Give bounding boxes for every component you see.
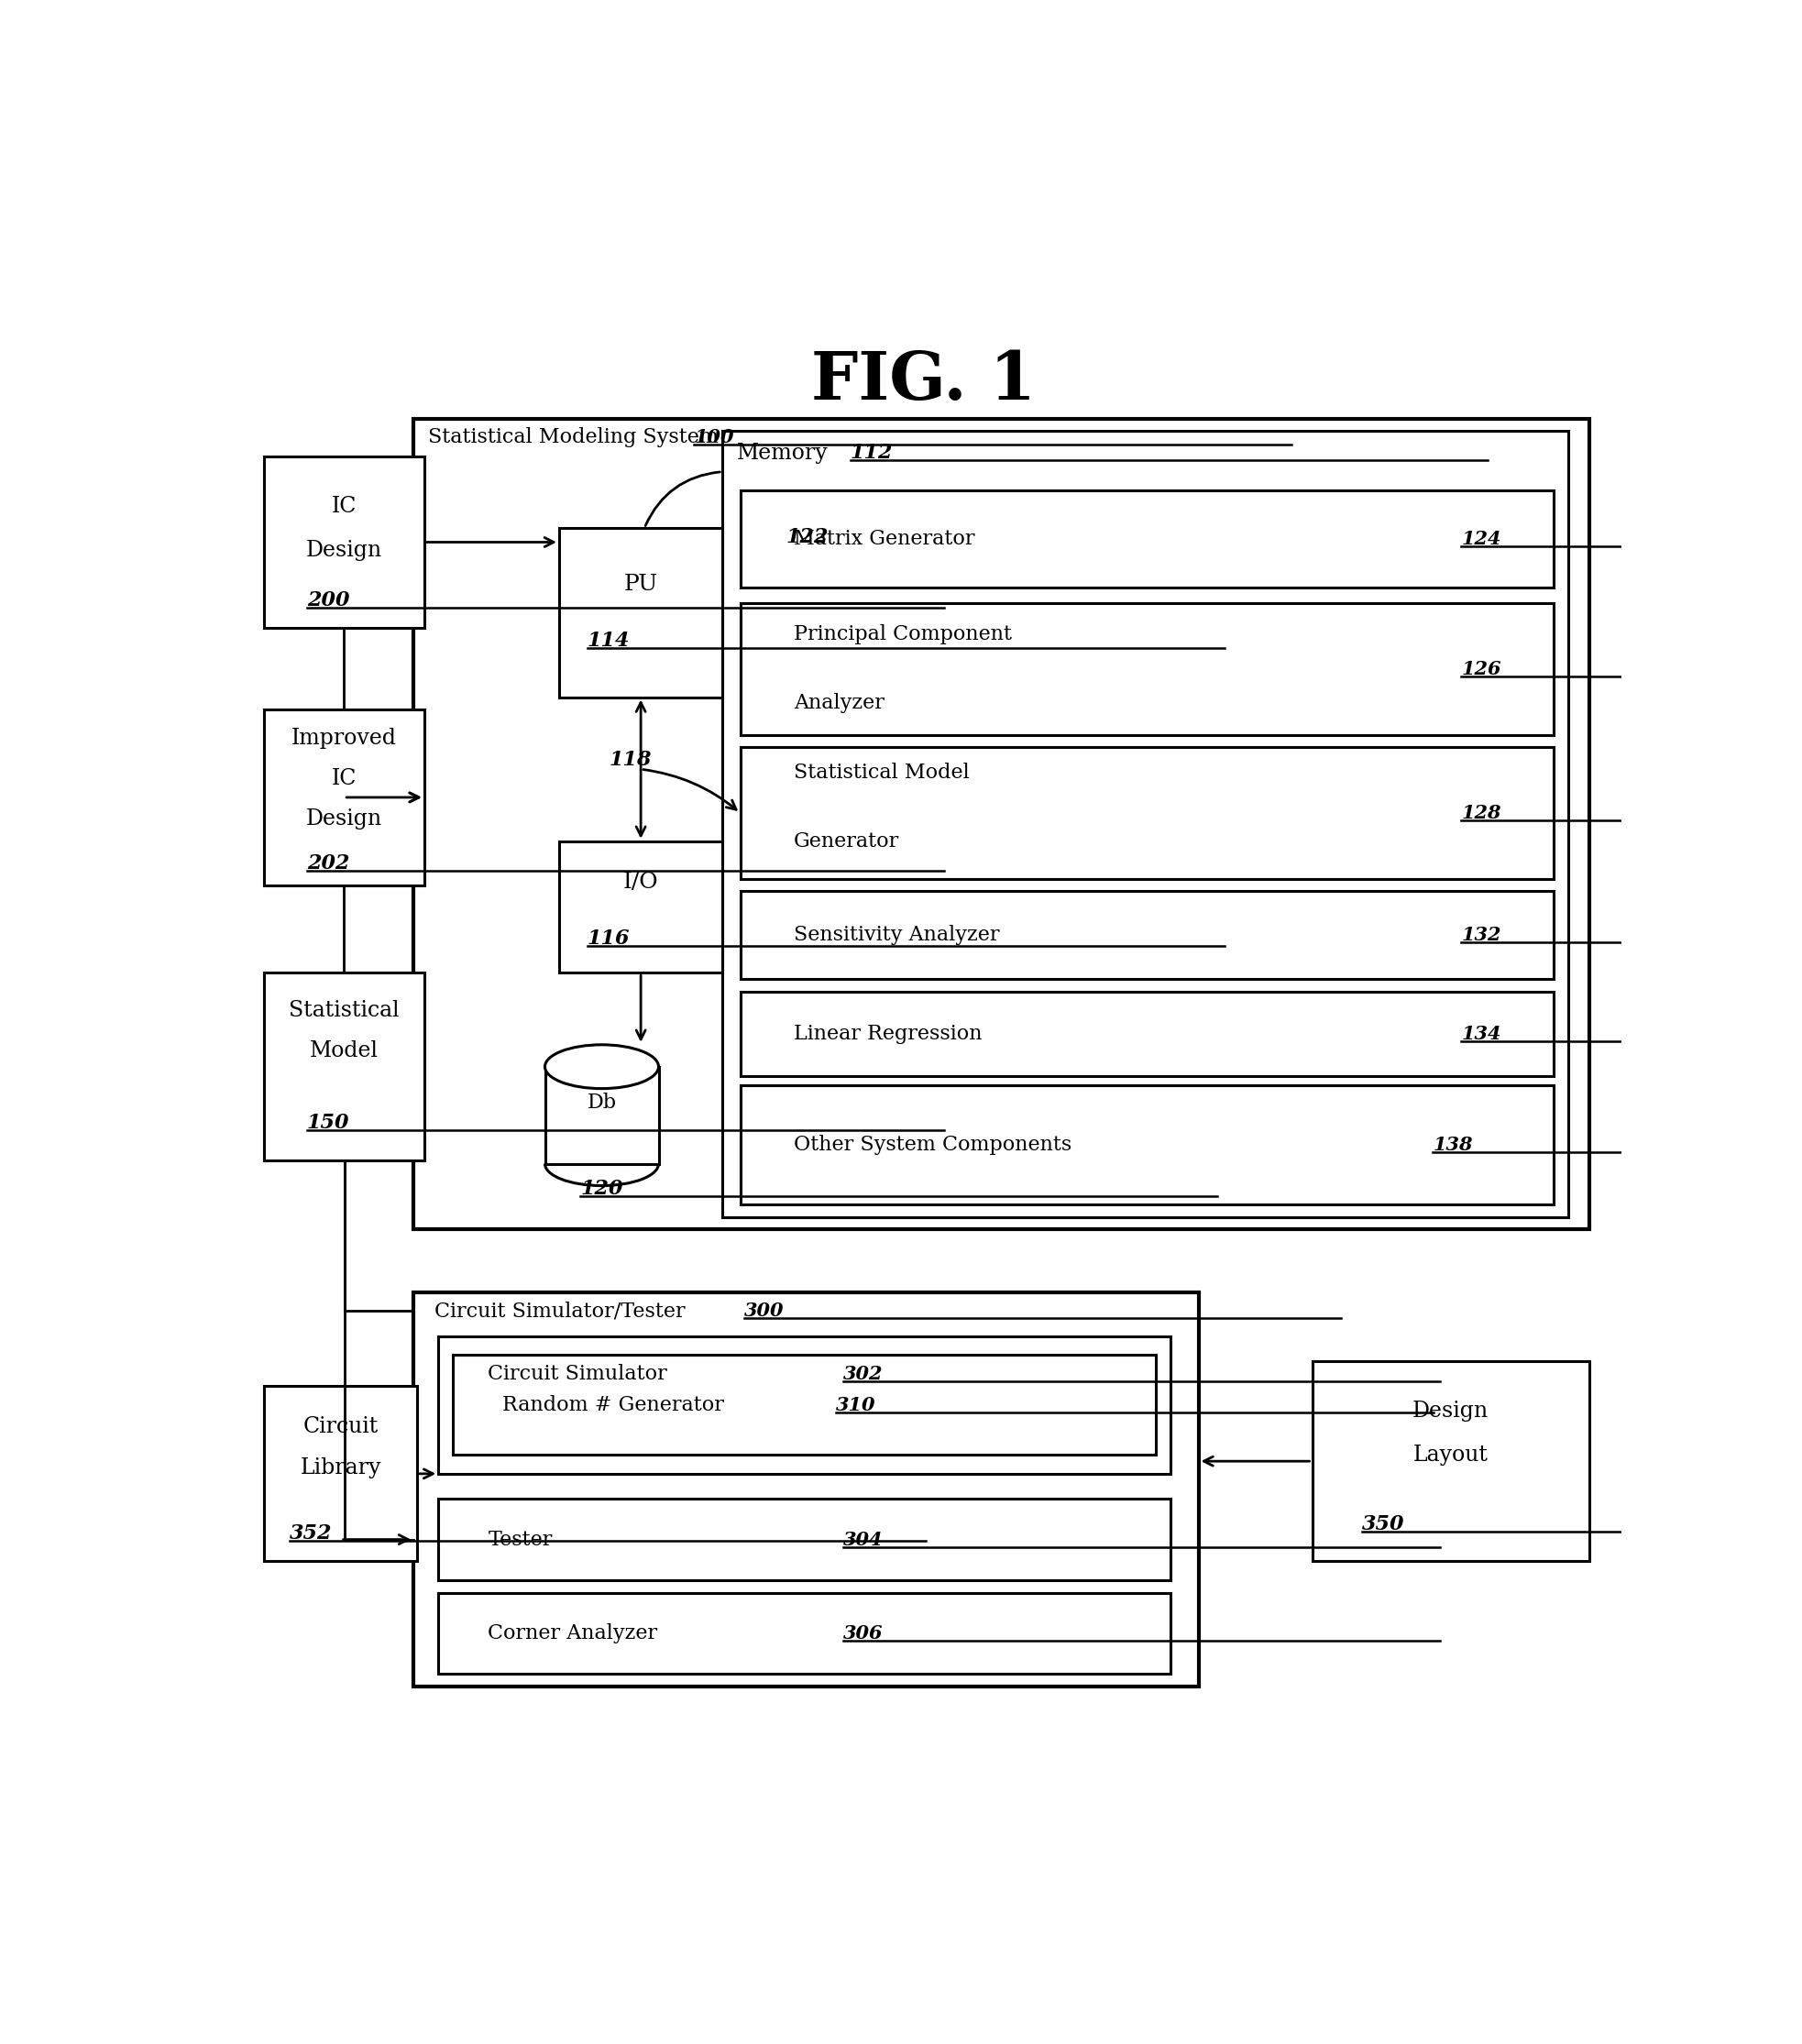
Text: 118: 118 (609, 750, 652, 771)
Text: 306: 306 (843, 1625, 883, 1643)
Text: Circuit Simulator: Circuit Simulator (488, 1363, 667, 1384)
Text: 132: 132 (1461, 926, 1501, 944)
Text: 126: 126 (1461, 660, 1501, 679)
Text: 302: 302 (843, 1363, 883, 1382)
Bar (741, 603, 1553, 734)
Bar (265, 973, 423, 1161)
Text: Design: Design (306, 540, 382, 560)
Text: 124: 124 (1461, 529, 1501, 548)
Text: FIG. 1: FIG. 1 (811, 347, 1036, 413)
Bar (741, 748, 1553, 879)
Text: 134: 134 (1461, 1024, 1501, 1042)
Text: Linear Regression: Linear Regression (793, 1024, 982, 1044)
Text: Layout: Layout (1413, 1445, 1488, 1466)
Bar (723, 431, 1568, 1216)
Text: Design: Design (1413, 1400, 1488, 1423)
Text: IC: IC (332, 769, 357, 789)
Text: 300: 300 (744, 1302, 784, 1320)
Text: Tester: Tester (488, 1529, 553, 1549)
Text: 120: 120 (580, 1179, 623, 1200)
Text: 128: 128 (1461, 803, 1501, 822)
Bar (452, 1355, 1155, 1455)
Text: Db: Db (587, 1094, 616, 1112)
Text: Random # Generator: Random # Generator (503, 1394, 724, 1414)
Text: I/O: I/O (623, 871, 658, 893)
Text: 150: 150 (306, 1112, 350, 1132)
Text: Statistical Modeling System: Statistical Modeling System (427, 427, 719, 448)
Text: Circuit Simulator/Tester: Circuit Simulator/Tester (434, 1300, 685, 1320)
Text: 310: 310 (836, 1396, 876, 1414)
Text: PU: PU (623, 574, 658, 595)
Text: Principal Component: Principal Component (793, 625, 1011, 644)
Bar (413, 419, 1589, 1230)
Text: IC: IC (332, 495, 357, 517)
Text: 100: 100 (694, 427, 733, 446)
Text: Statistical: Statistical (288, 1000, 400, 1020)
Text: 122: 122 (786, 527, 829, 548)
Bar (741, 991, 1553, 1075)
Text: Generator: Generator (793, 832, 899, 850)
Text: 138: 138 (1433, 1136, 1472, 1155)
Bar (438, 1337, 1169, 1474)
Text: Library: Library (301, 1457, 382, 1478)
Text: Sensitivity Analyzer: Sensitivity Analyzer (793, 926, 1000, 944)
Bar (265, 456, 423, 628)
Bar (741, 1085, 1553, 1204)
Bar (438, 1592, 1169, 1674)
Bar (559, 842, 723, 973)
Text: 112: 112 (851, 444, 894, 464)
Text: 350: 350 (1362, 1515, 1404, 1533)
Text: 352: 352 (288, 1523, 332, 1543)
Bar (741, 491, 1553, 587)
Bar (544, 1067, 658, 1163)
Text: 116: 116 (587, 928, 631, 948)
Text: 200: 200 (306, 591, 350, 611)
Text: Other System Components: Other System Components (793, 1134, 1072, 1155)
Bar (265, 709, 423, 885)
Bar (265, 1386, 416, 1562)
Text: Improved: Improved (292, 728, 396, 748)
Text: Model: Model (310, 1040, 378, 1061)
Bar (741, 891, 1553, 979)
Bar (559, 527, 723, 697)
Text: Circuit: Circuit (303, 1416, 378, 1437)
Text: Statistical Model: Statistical Model (793, 762, 969, 783)
Text: 202: 202 (306, 852, 350, 873)
Text: Design: Design (306, 809, 382, 830)
Text: 114: 114 (587, 632, 631, 650)
Bar (438, 1498, 1169, 1580)
Text: Corner Analyzer: Corner Analyzer (488, 1623, 658, 1643)
Text: Memory: Memory (737, 442, 829, 464)
Text: Analyzer: Analyzer (793, 693, 885, 713)
Bar (413, 1292, 1198, 1686)
Text: Matrix Generator: Matrix Generator (793, 529, 975, 550)
Bar (1312, 1361, 1589, 1562)
Text: 304: 304 (843, 1531, 883, 1549)
Ellipse shape (544, 1044, 658, 1089)
